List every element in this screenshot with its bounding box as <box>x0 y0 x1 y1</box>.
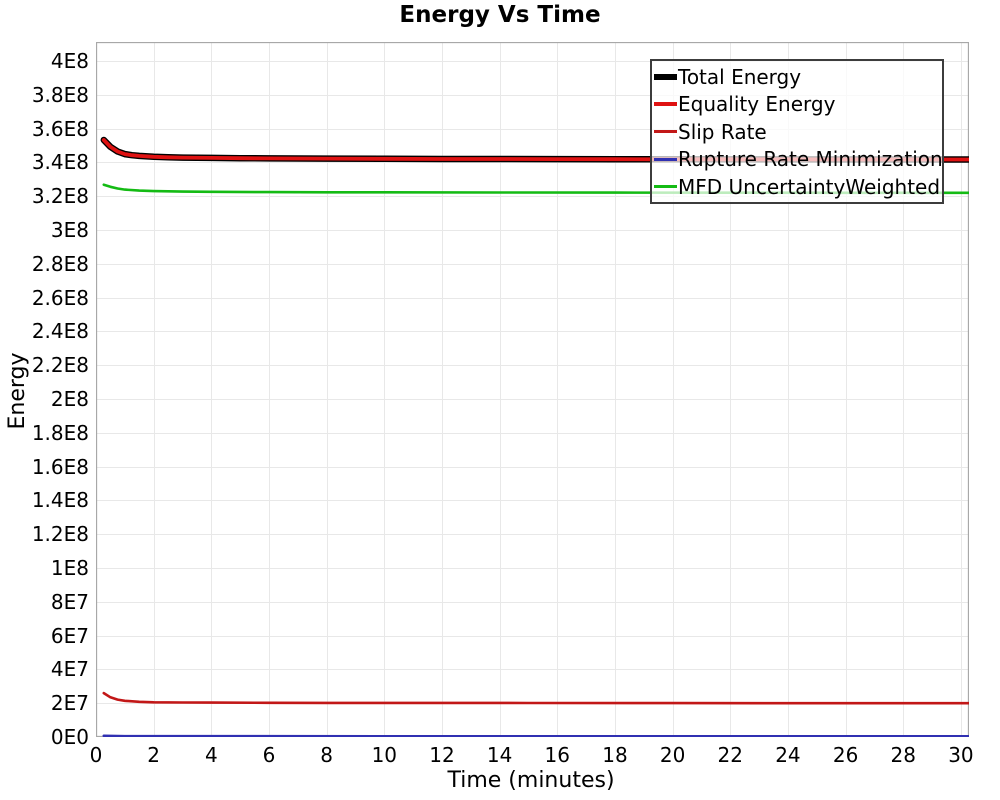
x-tick-label: 2 <box>147 743 161 767</box>
series-line-equality-energy <box>101 138 969 162</box>
y-tick-label: 3E8 <box>50 217 89 242</box>
series-line-slip-rate <box>102 691 969 705</box>
x-tick-label: 24 <box>775 743 801 767</box>
y-tick-label: 4E7 <box>50 657 89 682</box>
y-tick-label: 2E8 <box>50 386 89 411</box>
y-tick-label: 6E7 <box>50 623 89 648</box>
x-tick-label: 20 <box>659 743 686 767</box>
plot-area: Total Energy Equality Energy Slip Rate Rupt… <box>96 42 969 737</box>
y-tick-label: 3.4E8 <box>31 150 89 175</box>
legend-item: MFD UncertaintyWeighted <box>654 175 942 199</box>
legend-item: Slip Rate <box>654 120 942 144</box>
x-tick-label: 16 <box>544 743 570 767</box>
y-tick-label: 1.4E8 <box>31 488 89 513</box>
y-tick-label: 2.8E8 <box>31 251 89 276</box>
y-tick-label: 2.2E8 <box>31 353 89 378</box>
x-tick-label: 10 <box>371 743 398 767</box>
legend-swatch-icon <box>654 157 677 161</box>
y-tick-label: 2E7 <box>50 691 89 716</box>
y-tick-label: 4E8 <box>50 48 89 73</box>
x-tick-label: 30 <box>948 743 974 767</box>
legend-item: Rupture Rate Minimization <box>654 147 942 171</box>
y-tick-label: 1.2E8 <box>31 522 89 547</box>
x-axis-title: Time (minutes) <box>447 768 615 793</box>
y-tick-label: 1.8E8 <box>31 420 89 445</box>
legend-item: Total Energy <box>654 65 942 89</box>
legend-swatch-icon <box>654 73 677 80</box>
y-tick-label: 3.8E8 <box>31 82 89 107</box>
legend-swatch-icon <box>654 130 677 133</box>
y-tick-label: 2.6E8 <box>31 285 89 310</box>
x-tick-label: 28 <box>890 743 916 767</box>
y-tick-label: 3.2E8 <box>31 184 89 209</box>
legend-label: Equality Energy <box>678 92 836 116</box>
legend: Total Energy Equality Energy Slip Rate Rupt… <box>650 59 944 204</box>
x-tick-label: 8 <box>320 743 333 767</box>
series-line-rupture-rate-minimization <box>102 734 969 737</box>
y-tick-label: 1.6E8 <box>31 454 89 479</box>
legend-label: Total Energy <box>678 64 802 89</box>
legend-label: Rupture Rate Minimization <box>678 147 943 171</box>
x-tick-label: 4 <box>204 743 218 767</box>
legend-swatch-icon <box>654 102 677 106</box>
x-tick-label: 22 <box>717 743 743 767</box>
y-tick-label: 1E8 <box>50 555 89 580</box>
y-tick-label: 2.4E8 <box>31 319 89 344</box>
x-tick-label: 18 <box>602 743 628 767</box>
legend-label: MFD UncertaintyWeighted <box>678 174 941 199</box>
chart-title: Energy Vs Time <box>399 2 601 28</box>
x-tick-label: 12 <box>429 743 455 767</box>
y-tick-label: 0E0 <box>50 725 89 749</box>
x-tick-label: 14 <box>486 743 513 767</box>
y-tick-label: 3.6E8 <box>31 116 89 141</box>
x-tick-label: 26 <box>832 743 859 767</box>
legend-label: Slip Rate <box>678 119 767 144</box>
x-tick-label: 6 <box>262 743 276 767</box>
legend-swatch-icon <box>654 185 677 188</box>
legend-item: Equality Energy <box>654 92 942 116</box>
x-tick-label: 0 <box>89 743 103 767</box>
y-tick-label: 8E7 <box>50 589 89 614</box>
